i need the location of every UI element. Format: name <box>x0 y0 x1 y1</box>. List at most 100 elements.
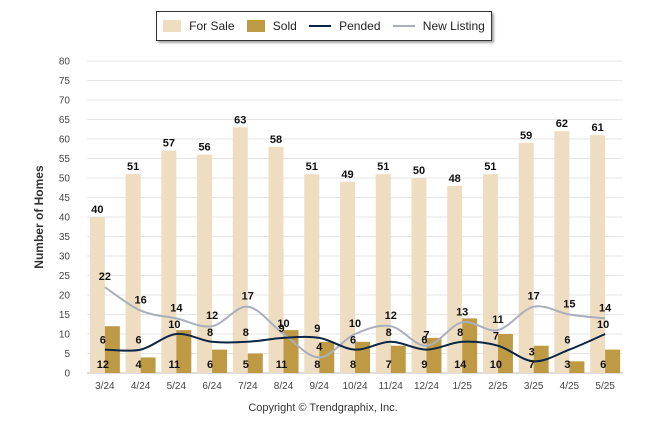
new-listing-value-label: 10 <box>277 318 289 330</box>
sold-bar <box>462 318 478 373</box>
y-tick-label: 65 <box>59 115 71 126</box>
new-listing-line <box>104 286 606 359</box>
pended-value-label: 9 <box>314 323 320 335</box>
new-listing-swatch <box>392 25 415 27</box>
pended-value-label: 6 <box>350 335 356 347</box>
for-sale-value-label: 57 <box>163 138 175 150</box>
pended-value-label: 10 <box>168 319 180 331</box>
for-sale-bar <box>590 135 606 373</box>
for-sale-value-label: 51 <box>306 161 318 173</box>
new-listing-value-label: 10 <box>349 318 361 330</box>
sold-bar <box>426 337 442 373</box>
sold-value-label: 5 <box>243 359 249 371</box>
lines <box>104 286 606 363</box>
y-tick-label: 20 <box>59 291 71 302</box>
for-sale-bar <box>125 174 141 373</box>
pended-value-label: 7 <box>493 331 499 343</box>
sold-bar <box>533 345 549 373</box>
pended-value-label: 6 <box>421 335 427 347</box>
for-sale-value-label: 58 <box>270 134 282 146</box>
y-tick-label: 50 <box>59 174 71 185</box>
pended-value-label: 8 <box>243 327 249 339</box>
sold-value-label: 9 <box>421 359 427 371</box>
sold-value-label: 7 <box>529 359 535 371</box>
for-sale-value-label: 51 <box>377 161 389 173</box>
for-sale-value-label: 63 <box>234 114 246 126</box>
y-tick-label: 40 <box>59 213 71 224</box>
sold-bar <box>319 341 335 373</box>
x-tick-label: 6/24 <box>202 381 222 392</box>
pended-swatch <box>309 25 332 27</box>
pended-value-label: 6 <box>136 335 142 347</box>
for-sale-value-label: 51 <box>127 161 139 173</box>
sold-bar <box>355 341 370 373</box>
sold-bar <box>140 357 156 373</box>
pended-value-label: 8 <box>386 327 392 339</box>
new-listing-value-label: 12 <box>385 310 397 322</box>
for-sale-bar <box>518 142 534 373</box>
pended-value-label: 6 <box>564 335 570 347</box>
sold-value-label: 12 <box>97 359 109 371</box>
for-sale-bar <box>89 217 105 373</box>
legend-label-sold: Sold <box>272 19 297 33</box>
pended-value-label: 8 <box>207 327 213 339</box>
y-tick-label: 75 <box>59 76 71 87</box>
sold-value-label: 7 <box>386 359 392 371</box>
for-sale-bar <box>304 174 320 373</box>
for-sale-value-label: 48 <box>449 173 461 185</box>
legend-label-new-listing: New Listing <box>422 19 485 33</box>
y-tick-label: 5 <box>64 349 70 360</box>
sold-bar <box>569 361 585 373</box>
x-tick-label: 12/24 <box>414 381 439 392</box>
y-tick-label: 25 <box>59 271 71 282</box>
y-tick-label: 35 <box>59 232 71 243</box>
new-listing-value-label: 4 <box>316 341 323 353</box>
for-sale-bar <box>482 174 498 373</box>
legend-label-pended: Pended <box>339 19 381 33</box>
sold-value-label: 8 <box>350 359 356 371</box>
sold-value-label: 14 <box>454 359 467 371</box>
sold-value-label: 6 <box>600 359 606 371</box>
y-tick-label: 55 <box>59 154 71 165</box>
for-sale-bar <box>411 178 427 373</box>
pended-value-label: 8 <box>457 327 463 339</box>
for-sale-bar <box>375 174 391 373</box>
legend-item-pended: Pended <box>309 19 381 33</box>
for-sale-bar <box>232 127 248 373</box>
legend-item-new-listing: New Listing <box>392 19 485 33</box>
for-sale-value-label: 49 <box>341 169 353 181</box>
sold-bar <box>283 330 299 373</box>
new-listing-value-label: 16 <box>134 295 146 307</box>
data-labels: 4012622514616571110145668126358175811910… <box>91 114 612 371</box>
for-sale-value-label: 40 <box>91 204 103 216</box>
legend-item-for-sale: For Sale <box>163 19 235 33</box>
x-tick-label: 4/25 <box>560 381 580 392</box>
for-sale-bar <box>197 154 213 373</box>
for-sale-bar <box>268 146 284 373</box>
y-tick-label: 0 <box>64 369 70 380</box>
x-tick-label: 11/24 <box>379 381 404 392</box>
for-sale-value-label: 50 <box>413 165 425 177</box>
x-tick-label: 8/24 <box>274 381 294 392</box>
x-tick-label: 1/25 <box>452 381 472 392</box>
y-tick-label: 45 <box>59 193 71 204</box>
sold-value-label: 4 <box>136 359 143 371</box>
y-tick-label: 80 <box>59 57 71 68</box>
sold-bar <box>212 349 228 373</box>
for-sale-value-label: 51 <box>484 161 496 173</box>
new-listing-value-label: 7 <box>423 330 429 342</box>
for-sale-bar <box>340 181 355 373</box>
sold-value-label: 8 <box>314 359 320 371</box>
new-listing-value-label: 17 <box>242 291 254 303</box>
y-axis-ticks: 0 5 10 15 20 25 30 35 40 45 50 55 60 65 70 75 80 <box>59 57 71 380</box>
for-sale-bar <box>447 185 463 373</box>
pended-value-label: 9 <box>278 323 284 335</box>
sold-bar <box>390 345 406 373</box>
for-sale-value-label: 59 <box>520 130 532 142</box>
bars <box>89 127 621 373</box>
pended-value-label: 3 <box>529 346 535 358</box>
sold-value-label: 11 <box>276 359 288 371</box>
x-tick-label: 5/24 <box>167 381 187 392</box>
sold-value-label: 3 <box>564 359 570 371</box>
sold-bar <box>247 353 263 373</box>
